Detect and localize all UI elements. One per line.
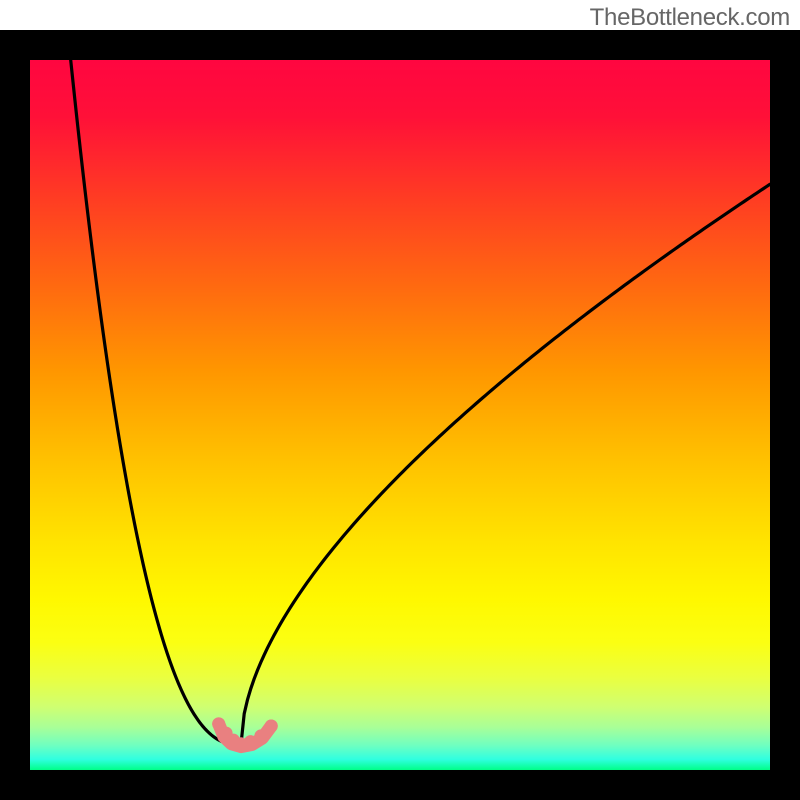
optimal-zone-dot bbox=[254, 729, 267, 742]
figure-root: TheBottleneck.com bbox=[0, 0, 800, 800]
watermark-text: TheBottleneck.com bbox=[590, 4, 790, 32]
plot-background bbox=[30, 60, 770, 770]
plot-svg bbox=[0, 0, 800, 800]
optimal-zone-dot bbox=[265, 719, 278, 732]
